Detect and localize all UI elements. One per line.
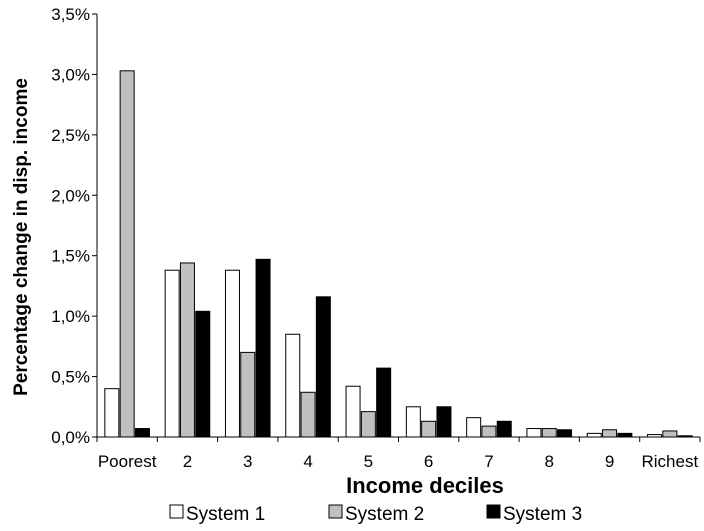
bar-system-1-4	[285, 333, 301, 438]
legend-swatch	[486, 504, 501, 519]
bar-system-3-2	[195, 310, 211, 438]
bar-system-2-poorest	[119, 70, 135, 438]
legend: System 1 System 2 System 3	[169, 504, 582, 525]
y-tick-label: 0,0%	[51, 428, 90, 447]
legend-swatch	[328, 504, 343, 519]
bar-system-1-2	[164, 269, 180, 438]
bar-system-3-8	[557, 429, 573, 438]
y-tick-label: 3,5%	[51, 5, 90, 24]
bar-system-1-6	[405, 406, 421, 438]
x-tick-label: 7	[484, 452, 493, 471]
bar-system-2-4	[300, 391, 316, 438]
bar-system-3-3	[255, 258, 271, 438]
bar-system-1-richest	[647, 434, 663, 438]
x-axis-ticks: Poorest 2 3 4 5 6 7 8 9 Richest	[96, 437, 701, 471]
legend-label: System 1	[186, 504, 265, 525]
x-axis-title: Income deciles	[346, 473, 504, 498]
x-tick-label: 2	[183, 452, 192, 471]
legend-label: System 2	[345, 504, 424, 525]
legend-swatch	[169, 504, 184, 519]
x-tick-label: 6	[424, 452, 433, 471]
bar-system-1-8	[526, 428, 542, 438]
x-tick-label: Richest	[642, 452, 699, 471]
x-tick-label: 8	[545, 452, 554, 471]
bar-system-3-7	[496, 420, 512, 438]
x-tick-label: 3	[243, 452, 252, 471]
legend-label: System 3	[503, 504, 582, 525]
bar-system-3-6	[436, 406, 452, 438]
bar-system-3-richest	[677, 435, 693, 438]
y-tick-label: 1,0%	[51, 307, 90, 326]
bar-system-2-7	[481, 425, 497, 438]
bar-system-2-2	[179, 262, 195, 438]
y-axis-ticks: 0,0% 0,5% 1,0% 1,5% 2,0% 2,5% 3,0% 3,5%	[51, 5, 97, 447]
bar-system-3-poorest	[134, 428, 150, 438]
bar-system-2-5	[360, 411, 376, 438]
y-axis-title: Percentage change in disp. income	[11, 78, 32, 396]
y-tick-label: 0,5%	[51, 368, 90, 387]
y-tick-label: 2,0%	[51, 186, 90, 205]
bar-system-1-3	[224, 269, 240, 438]
bar-system-2-9	[602, 429, 618, 438]
x-tick-label: Poorest	[98, 452, 157, 471]
bar-system-3-9	[617, 432, 633, 438]
y-tick-label: 3,0%	[51, 65, 90, 84]
bar-system-1-5	[345, 385, 361, 438]
x-tick-label: 9	[605, 452, 614, 471]
bar-system-1-7	[466, 417, 482, 438]
y-tick-label: 2,5%	[51, 126, 90, 145]
bar-system-3-5	[376, 367, 392, 438]
bar-system-2-6	[421, 420, 437, 438]
bar-system-2-3	[240, 351, 256, 438]
bar-system-1-poorest	[104, 388, 120, 438]
bar-system-1-9	[586, 432, 602, 438]
x-tick-label: 4	[303, 452, 312, 471]
bar-system-3-4	[315, 296, 331, 438]
bar-system-2-richest	[662, 430, 678, 438]
bars	[104, 70, 693, 438]
x-tick-label: 5	[364, 452, 373, 471]
bar-system-2-8	[541, 428, 557, 438]
y-tick-label: 1,5%	[51, 247, 90, 266]
